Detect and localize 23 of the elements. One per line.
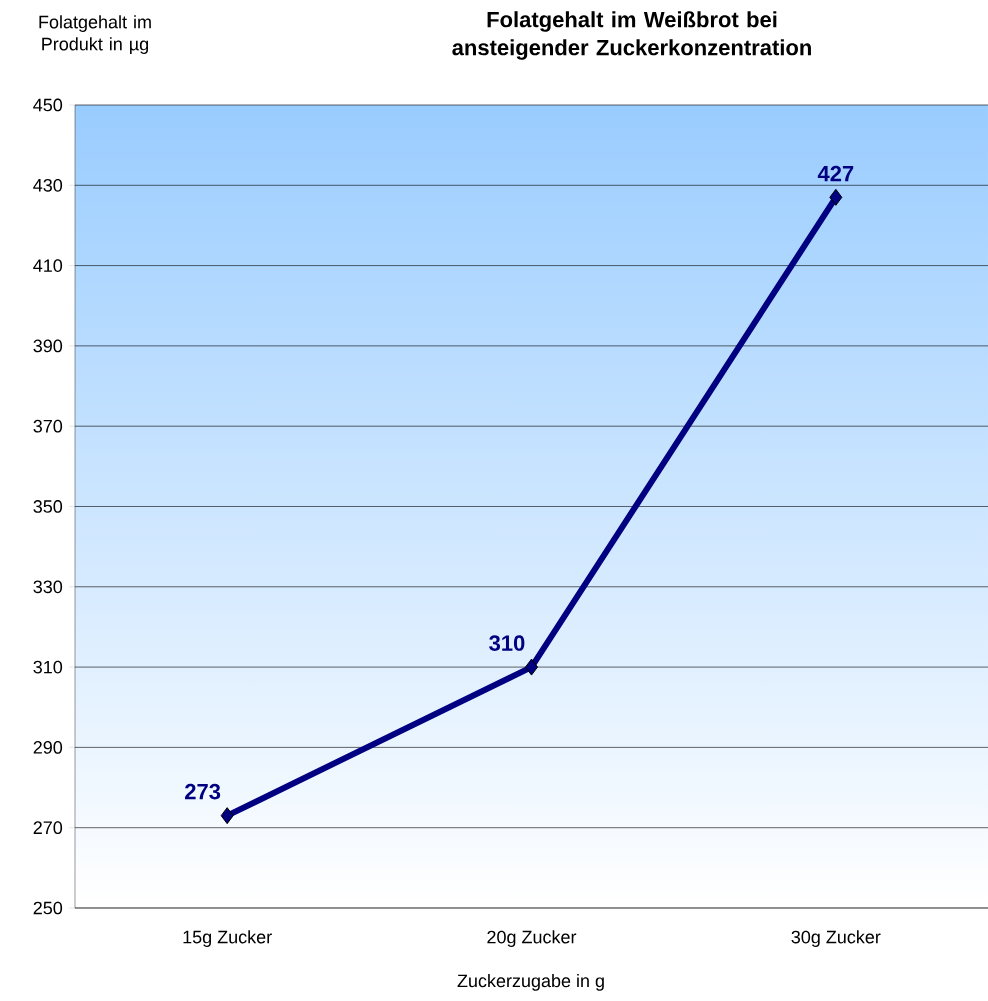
x-tick-label: 15g Zucker	[183, 930, 272, 947]
x-tick-label: 30g Zucker	[791, 930, 881, 947]
y-axis-title: Folatgehalt im Produkt in µg	[39, 15, 151, 54]
data-label: 273	[185, 783, 221, 800]
y-tick-label: 410	[33, 259, 63, 272]
y-tick-label: 370	[33, 419, 63, 433]
y-tick-label: 330	[33, 580, 63, 594]
y-tick-label: 450	[33, 98, 63, 112]
data-label: 427	[817, 165, 854, 182]
chart-title: Folatgehalt im Weißbrot bei ansteigender Zuckerkonzentration	[452, 11, 811, 60]
data-label: 310	[489, 635, 525, 651]
y-tick-label: 310	[33, 660, 63, 674]
point	[220, 807, 234, 825]
y-tick-label: 290	[33, 741, 63, 754]
y-tick-label: 250	[33, 901, 63, 915]
y-tick-label: 390	[33, 339, 63, 353]
y-tick-label: 270	[33, 821, 63, 835]
x-tick-label: 20g Zucker	[487, 930, 577, 947]
y-tick-label: 350	[33, 500, 63, 513]
x-axis-title: Zuckerzugabe in g	[457, 974, 604, 991]
y-tick-label: 430	[33, 178, 63, 192]
point	[525, 658, 538, 676]
point	[829, 188, 843, 206]
